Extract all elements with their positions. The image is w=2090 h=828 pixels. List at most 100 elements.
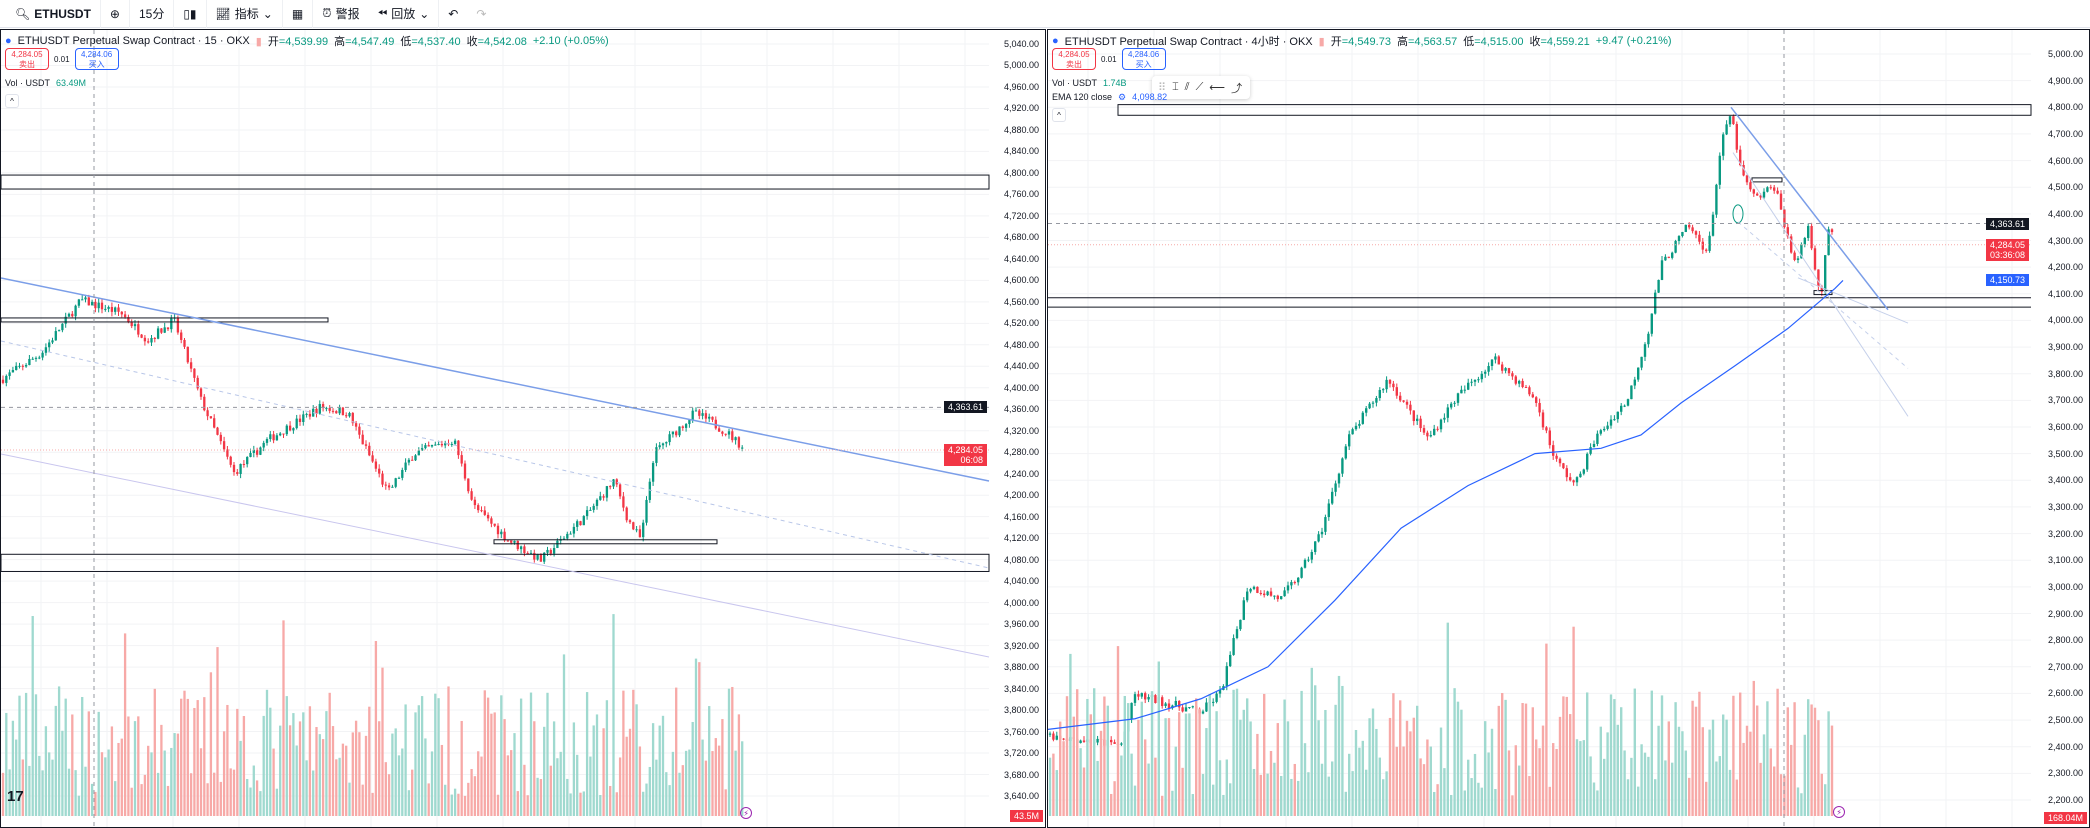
volume-bar bbox=[1752, 680, 1755, 816]
candle-body bbox=[345, 415, 348, 417]
candle-body bbox=[1, 379, 5, 383]
candle-body bbox=[1480, 373, 1483, 380]
parallel-channel-tool-icon[interactable]: ⫽ bbox=[1184, 81, 1190, 93]
volume-bar bbox=[1633, 688, 1636, 816]
candle-body bbox=[394, 478, 397, 487]
candle-body bbox=[1609, 419, 1613, 426]
volume-bar bbox=[480, 756, 483, 816]
price-tick-label: 3,640.00 bbox=[1003, 791, 1039, 801]
price-tick-label: 4,320.00 bbox=[1003, 425, 1039, 436]
candle-body bbox=[110, 306, 114, 312]
volume-bar bbox=[262, 715, 265, 816]
volume-bar bbox=[675, 687, 678, 816]
candle-body bbox=[424, 445, 427, 449]
candle-body bbox=[1174, 700, 1177, 706]
volume-bar bbox=[189, 773, 193, 816]
volume-bar bbox=[203, 697, 206, 816]
volume-bar bbox=[150, 752, 153, 816]
price-axis-left[interactable]: 5,040.00 5,000.00 4,960.00 4,920.00 4,880.00… bbox=[989, 30, 1045, 827]
trend-line-tool-icon[interactable]: ⟋ bbox=[1195, 81, 1204, 93]
candle-body bbox=[1613, 419, 1616, 421]
volume-bar bbox=[579, 792, 582, 816]
volume-bar bbox=[1365, 769, 1368, 816]
candle-body bbox=[1385, 379, 1388, 390]
chart-canvas-left[interactable] bbox=[1, 30, 1045, 827]
candle-body bbox=[1110, 739, 1113, 743]
volume-bar bbox=[1439, 727, 1443, 816]
volume-bar bbox=[1630, 757, 1633, 816]
lightning-icon[interactable]: ⚡︎ bbox=[1833, 806, 1845, 818]
candle-body bbox=[1671, 252, 1674, 258]
collapse-legend-button[interactable]: ^ bbox=[5, 94, 19, 108]
candle-body bbox=[44, 347, 48, 353]
volume-bar bbox=[222, 731, 226, 816]
chevron-down-icon: ⌄ bbox=[419, 6, 430, 21]
volume-bar bbox=[67, 768, 71, 816]
volume-bar bbox=[1412, 717, 1415, 816]
tradingview-logo[interactable]: 17 bbox=[7, 788, 24, 805]
candle-body bbox=[721, 431, 724, 434]
volume-bar bbox=[1613, 699, 1616, 816]
candle-body bbox=[189, 362, 193, 369]
volume-bar bbox=[1079, 748, 1082, 816]
volume-bar bbox=[1456, 701, 1460, 816]
volume-bar bbox=[552, 721, 556, 816]
settings-icon[interactable]: ⚙ bbox=[1118, 92, 1127, 102]
volume-bar bbox=[288, 725, 292, 816]
volume-bar bbox=[1307, 772, 1310, 816]
sell-button[interactable]: 4,284.05 卖出 bbox=[1052, 48, 1096, 70]
collapse-legend-button[interactable]: ^ bbox=[1052, 108, 1066, 122]
candle-body bbox=[453, 440, 457, 444]
interval-button[interactable]: 15分 bbox=[130, 0, 175, 28]
volume-bar bbox=[1711, 719, 1715, 816]
buy-button[interactable]: 4,284.06 买入 bbox=[1121, 48, 1166, 70]
volume-bar bbox=[1538, 748, 1541, 816]
volume-bar bbox=[1698, 691, 1701, 816]
candle-body bbox=[1331, 491, 1334, 504]
volume-bar bbox=[1405, 720, 1409, 816]
zone-rectangle bbox=[1, 553, 990, 572]
symbol-search-button[interactable]: 🔍︎ ETHUSDT bbox=[6, 0, 101, 28]
horizontal-ray-tool-icon[interactable]: ⟵ bbox=[1209, 82, 1226, 94]
volume-bar bbox=[1110, 793, 1113, 816]
price-range-tool-icon[interactable]: ⌶ bbox=[1172, 81, 1179, 93]
volume-bar bbox=[1786, 707, 1789, 816]
candle-body bbox=[651, 462, 655, 482]
chart-panel-left[interactable]: ● ETHUSDT Perpetual Swap Contract · 15 ·… bbox=[0, 29, 1046, 828]
volume-bar bbox=[51, 759, 54, 816]
candle-body bbox=[1096, 738, 1099, 743]
layout-button[interactable]: ▦ bbox=[283, 0, 314, 28]
volume-bar bbox=[1123, 695, 1126, 816]
volume-bar bbox=[1232, 689, 1235, 816]
drag-handle-icon[interactable]: ⠿ bbox=[1158, 82, 1167, 94]
volume-bar bbox=[196, 700, 199, 816]
lightning-icon[interactable]: ⚡︎ bbox=[740, 807, 752, 819]
undo-button[interactable]: ↶ bbox=[439, 0, 467, 28]
chart-type-button[interactable]: ▯▮ bbox=[174, 0, 207, 28]
candle-body bbox=[1664, 256, 1667, 261]
candle-body bbox=[1286, 585, 1290, 591]
candle-body bbox=[500, 531, 503, 535]
redo-button[interactable]: ↷ bbox=[467, 0, 495, 28]
volume-bar bbox=[1198, 708, 1201, 816]
candle-body bbox=[130, 322, 133, 327]
volume-bar bbox=[1494, 789, 1497, 816]
volume-bar bbox=[1511, 795, 1514, 816]
chart-canvas-right[interactable] bbox=[1048, 30, 2089, 827]
alert-button[interactable]: ⏰︎ 警报 bbox=[322, 6, 360, 21]
buy-button[interactable]: 4,284.06 买入 bbox=[74, 48, 119, 70]
volume-bar bbox=[1116, 646, 1120, 816]
price-axis-right[interactable]: 5,000.00 4,900.00 4,800.00 4,700.00 4,600.00… bbox=[2031, 30, 2089, 827]
path-tool-icon[interactable]: ⤴ bbox=[1231, 82, 1243, 95]
indicators-button[interactable]: 📈︎ 指标 ⌄ bbox=[207, 0, 283, 28]
add-symbol-button[interactable]: ⊕ bbox=[101, 0, 130, 28]
candle-body bbox=[1375, 398, 1378, 403]
candle-body bbox=[150, 337, 153, 343]
candle-body bbox=[1623, 405, 1626, 407]
volume-bar bbox=[61, 730, 64, 816]
price-tick-label: 4,000.00 bbox=[2047, 315, 2083, 326]
replay-button[interactable]: ⏪︎ 回放 ⌄ bbox=[369, 0, 440, 28]
sell-button[interactable]: 4,284.05 卖出 bbox=[5, 48, 49, 70]
chart-panel-right[interactable]: ● ETHUSDT Perpetual Swap Contract · 4小时 … bbox=[1047, 29, 2090, 828]
price-tick-label: 4,240.00 bbox=[1003, 468, 1039, 479]
